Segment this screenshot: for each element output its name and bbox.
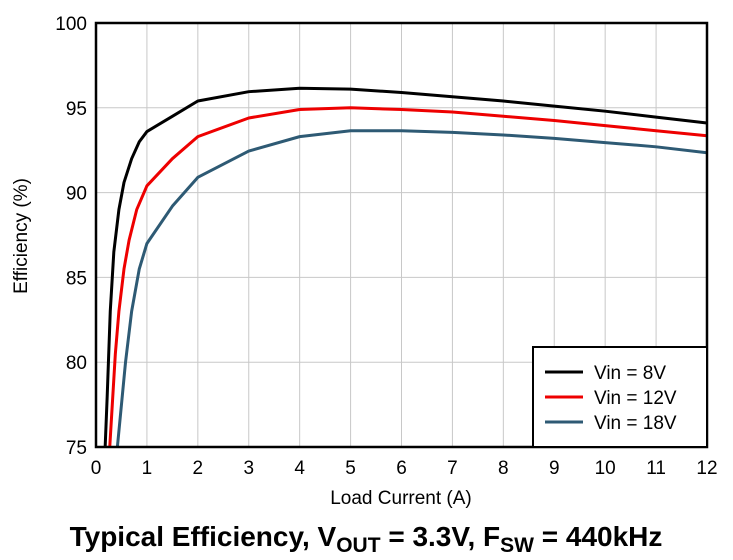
x-tick-label: 5 bbox=[345, 458, 356, 479]
y-axis-label: Efficiency (%) bbox=[11, 178, 32, 294]
x-tick-label: 12 bbox=[696, 458, 717, 479]
x-tick-label: 2 bbox=[193, 458, 204, 479]
caption-subscript-out: OUT bbox=[336, 534, 381, 557]
y-tick-label: 75 bbox=[66, 438, 87, 459]
x-tick-label: 9 bbox=[549, 458, 560, 479]
x-tick-label: 3 bbox=[243, 458, 254, 479]
y-tick-labels: 75 80 85 90 95 100 bbox=[55, 14, 87, 459]
legend-label: Vin = 12V bbox=[594, 388, 677, 409]
plot-frame bbox=[94, 21, 709, 449]
series-line-1 bbox=[103, 86, 707, 447]
x-tick-label: 10 bbox=[595, 458, 616, 479]
caption-prefix: Typical Efficiency, V bbox=[70, 521, 337, 552]
legend-label: Vin = 18V bbox=[594, 413, 677, 434]
series-lines bbox=[103, 86, 707, 447]
x-tick-label: 7 bbox=[447, 458, 458, 479]
x-tick-label: 1 bbox=[142, 458, 153, 479]
x-tick-label: 8 bbox=[498, 458, 509, 479]
x-tick-label: 6 bbox=[396, 458, 407, 479]
x-tick-labels: 0 1 2 3 4 5 6 7 8 9 10 11 12 bbox=[91, 458, 718, 479]
caption-middle: = 3.3V, F bbox=[381, 521, 501, 552]
y-tick-label: 100 bbox=[55, 14, 87, 35]
x-tick-label: 0 bbox=[91, 458, 102, 479]
y-tick-label: 90 bbox=[66, 184, 87, 205]
caption-suffix: = 440kHz bbox=[534, 521, 662, 552]
chart-caption: Typical Efficiency, VOUT = 3.3V, FSW = 4… bbox=[70, 521, 663, 557]
x-tick-label: 4 bbox=[294, 458, 305, 479]
caption-subscript-sw: SW bbox=[500, 534, 534, 557]
y-tick-label: 95 bbox=[66, 99, 87, 120]
legend-label: Vin = 8V bbox=[594, 363, 666, 384]
legend: Vin = 8V Vin = 12V Vin = 18V bbox=[532, 346, 708, 448]
series-line-2 bbox=[108, 106, 707, 447]
x-tick-label: 11 bbox=[646, 458, 666, 479]
y-tick-label: 85 bbox=[66, 268, 87, 289]
y-tick-label: 80 bbox=[66, 353, 87, 374]
x-axis-label: Load Current (A) bbox=[330, 488, 472, 509]
series-line-3 bbox=[115, 129, 707, 447]
